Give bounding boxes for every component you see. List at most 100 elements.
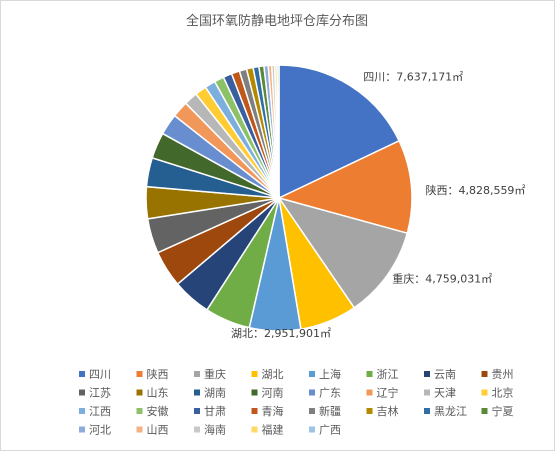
data-label-湖北: 湖北：2,951,901㎡ — [231, 327, 331, 340]
legend-swatch — [79, 426, 85, 433]
legend-item-青海: 青海 — [251, 404, 284, 418]
legend-swatch — [481, 408, 488, 414]
legend-swatch — [79, 371, 85, 377]
legend-item-河南: 河南 — [251, 387, 284, 400]
legend-label: 新疆 — [319, 404, 341, 418]
legend-label: 重庆 — [204, 367, 226, 381]
legend-label: 云南 — [434, 368, 456, 381]
legend-label: 广东 — [319, 387, 341, 400]
legend-swatch — [309, 371, 315, 377]
legend-item-广东: 广东 — [309, 387, 341, 400]
legend-item-宁夏: 宁夏 — [481, 404, 514, 418]
legend-swatch — [194, 371, 200, 377]
pie-slices — [145, 64, 413, 332]
legend-item-河北: 河北 — [79, 424, 111, 437]
legend-swatch — [309, 426, 315, 433]
legend-label: 宁夏 — [492, 404, 514, 418]
legend-item-海南: 海南 — [194, 423, 226, 437]
legend-label: 天津 — [434, 387, 456, 400]
legend-swatch — [79, 408, 85, 414]
legend-label: 江苏 — [89, 387, 111, 400]
legend-item-上海: 上海 — [309, 367, 341, 381]
legend-label: 湖南 — [204, 387, 226, 400]
legend-swatch — [481, 389, 488, 396]
legend-swatch — [251, 408, 258, 414]
legend-swatch — [424, 371, 430, 377]
legend-item-陕西: 陕西 — [136, 367, 169, 381]
legend-swatch — [136, 426, 143, 433]
legend-item-天津: 天津 — [424, 387, 456, 400]
pie-slice-重庆 — [277, 196, 409, 309]
legend-swatch — [136, 389, 143, 396]
legend-label: 山东 — [147, 387, 169, 400]
data-label-四川: 四川：7,637,171㎡ — [363, 70, 463, 83]
legend-label: 甘肃 — [204, 405, 226, 418]
legend-label: 黑龙江 — [434, 405, 467, 418]
legend-swatch — [366, 408, 373, 414]
legend-item-湖南: 湖南 — [194, 387, 226, 400]
legend-item-广西: 广西 — [309, 424, 341, 437]
legend-swatch — [309, 389, 315, 396]
pie-slice-四川 — [278, 64, 401, 200]
data-label-陕西: 陕西：4,828,559㎡ — [425, 183, 525, 197]
legend-swatch — [424, 408, 430, 414]
legend-swatch — [366, 371, 373, 377]
data-labels: 四川：7,637,171㎡陕西：4,828,559㎡重庆：4,759,031㎡湖… — [231, 70, 525, 339]
legend-label: 四川 — [89, 368, 111, 381]
legend-swatch — [251, 371, 258, 377]
legend-label: 福建 — [262, 423, 284, 437]
legend-item-四川: 四川 — [79, 368, 111, 381]
pie-slice-广西 — [276, 64, 280, 199]
legend-label: 浙江 — [377, 368, 399, 381]
legend-label: 辽宁 — [377, 386, 399, 400]
legend-swatch — [194, 426, 200, 433]
legend-swatch — [136, 408, 143, 414]
legend-label: 安徽 — [147, 404, 169, 418]
legend-item-贵州: 贵州 — [481, 368, 514, 381]
legend-item-北京: 北京 — [481, 386, 514, 400]
legend-item-甘肃: 甘肃 — [194, 405, 226, 418]
legend-item-山西: 山西 — [136, 424, 169, 437]
legend-item-山东: 山东 — [136, 387, 169, 400]
legend-item-重庆: 重庆 — [194, 367, 226, 381]
legend-label: 河南 — [262, 387, 284, 400]
legend-label: 湖北 — [262, 368, 284, 381]
legend-item-吉林: 吉林 — [366, 404, 399, 418]
legend-label: 江西 — [89, 405, 111, 418]
legend-item-浙江: 浙江 — [366, 368, 399, 381]
legend-label: 吉林 — [377, 404, 399, 418]
legend-swatch — [309, 408, 315, 414]
chart-title: 全国环氧防静电地坪仓库分布图 — [186, 13, 368, 29]
legend-label: 海南 — [204, 423, 226, 437]
legend-label: 贵州 — [492, 368, 514, 381]
data-label-重庆: 重庆：4,759,031㎡ — [392, 272, 492, 286]
legend-swatch — [136, 371, 143, 377]
legend-item-黑龙江: 黑龙江 — [424, 405, 467, 418]
legend-swatch — [79, 389, 85, 396]
legend-label: 北京 — [492, 386, 514, 400]
pie-slice-陕西 — [276, 139, 413, 235]
legend-item-云南: 云南 — [424, 368, 456, 381]
legend-label: 青海 — [262, 404, 284, 418]
legend-swatch — [251, 426, 258, 433]
legend-swatch — [194, 408, 200, 414]
legend-swatch — [366, 389, 373, 396]
legend-label: 陕西 — [147, 367, 169, 381]
legend-item-江苏: 江苏 — [79, 387, 111, 400]
legend-item-辽宁: 辽宁 — [366, 386, 399, 400]
legend-item-江西: 江西 — [79, 405, 111, 418]
legend-label: 山西 — [147, 424, 169, 437]
legend-item-安徽: 安徽 — [136, 404, 169, 418]
legend-swatch — [424, 389, 430, 396]
legend-label: 河北 — [89, 424, 111, 437]
legend-label: 上海 — [319, 367, 341, 381]
legend-swatch — [194, 389, 200, 396]
legend-swatch — [481, 371, 488, 377]
legend-swatch — [251, 389, 258, 396]
legend-item-新疆: 新疆 — [309, 404, 341, 418]
legend-item-湖北: 湖北 — [251, 368, 284, 381]
legend-item-福建: 福建 — [251, 423, 284, 437]
